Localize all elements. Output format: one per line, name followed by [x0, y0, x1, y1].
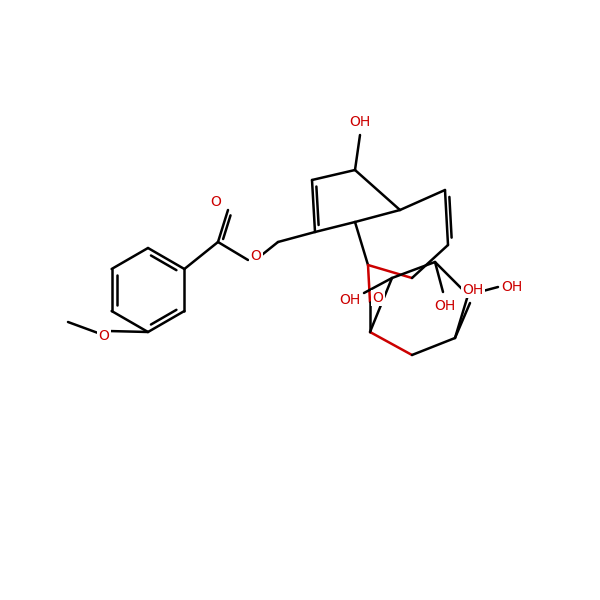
Text: OH: OH	[434, 299, 455, 313]
Text: O: O	[211, 195, 221, 209]
Text: OH: OH	[502, 280, 523, 294]
Text: OH: OH	[340, 293, 361, 307]
Text: O: O	[251, 249, 262, 263]
Text: O: O	[373, 291, 383, 305]
Text: O: O	[98, 329, 109, 343]
Text: OH: OH	[349, 115, 371, 129]
Text: OH: OH	[463, 283, 484, 297]
